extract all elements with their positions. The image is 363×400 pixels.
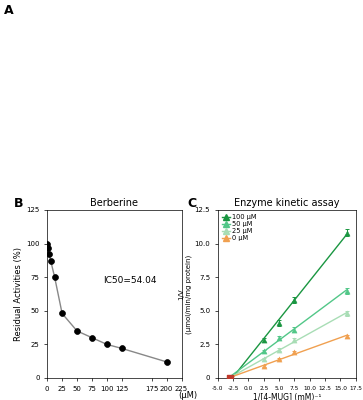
- Point: [45, 240, 50, 247]
- Text: B: B: [14, 196, 23, 210]
- Point: [344, 310, 350, 317]
- Legend: 100 μM, 50 μM, 25 μM, 0 μM: 100 μM, 50 μM, 25 μM, 0 μM: [221, 213, 257, 242]
- Point: [261, 336, 267, 343]
- Text: IC50=54.04: IC50=54.04: [103, 276, 157, 285]
- Point: [344, 333, 350, 340]
- Point: [45, 244, 51, 251]
- Point: [344, 288, 350, 294]
- Point: [276, 346, 282, 353]
- Text: A: A: [4, 4, 14, 17]
- Point: [344, 230, 350, 236]
- X-axis label: 1/[4-MUG] (mM)⁻¹: 1/[4-MUG] (mM)⁻¹: [253, 394, 321, 400]
- Point: [46, 251, 52, 258]
- Point: [261, 356, 267, 362]
- Point: [291, 297, 297, 303]
- Point: [119, 345, 125, 352]
- Point: [59, 310, 65, 317]
- Y-axis label: 1/V
(μmol/min/mg protein): 1/V (μmol/min/mg protein): [178, 254, 192, 334]
- Point: [89, 334, 95, 341]
- Point: [74, 328, 80, 334]
- Title: Berberine: Berberine: [90, 198, 138, 208]
- Point: [261, 348, 267, 354]
- Point: [104, 341, 110, 348]
- Y-axis label: Residual Activities (%): Residual Activities (%): [14, 247, 23, 341]
- Point: [261, 363, 267, 369]
- Point: [291, 337, 297, 344]
- Title: Enzyme kinetic assay: Enzyme kinetic assay: [234, 198, 339, 208]
- Text: C: C: [187, 196, 197, 210]
- Point: [164, 359, 170, 365]
- Point: [276, 320, 282, 326]
- Point: [227, 375, 233, 381]
- Point: [48, 258, 54, 264]
- Point: [276, 356, 282, 362]
- Point: [291, 349, 297, 356]
- Point: [52, 274, 58, 280]
- X-axis label: (μM): (μM): [179, 392, 198, 400]
- Point: [291, 326, 297, 333]
- Point: [276, 334, 282, 341]
